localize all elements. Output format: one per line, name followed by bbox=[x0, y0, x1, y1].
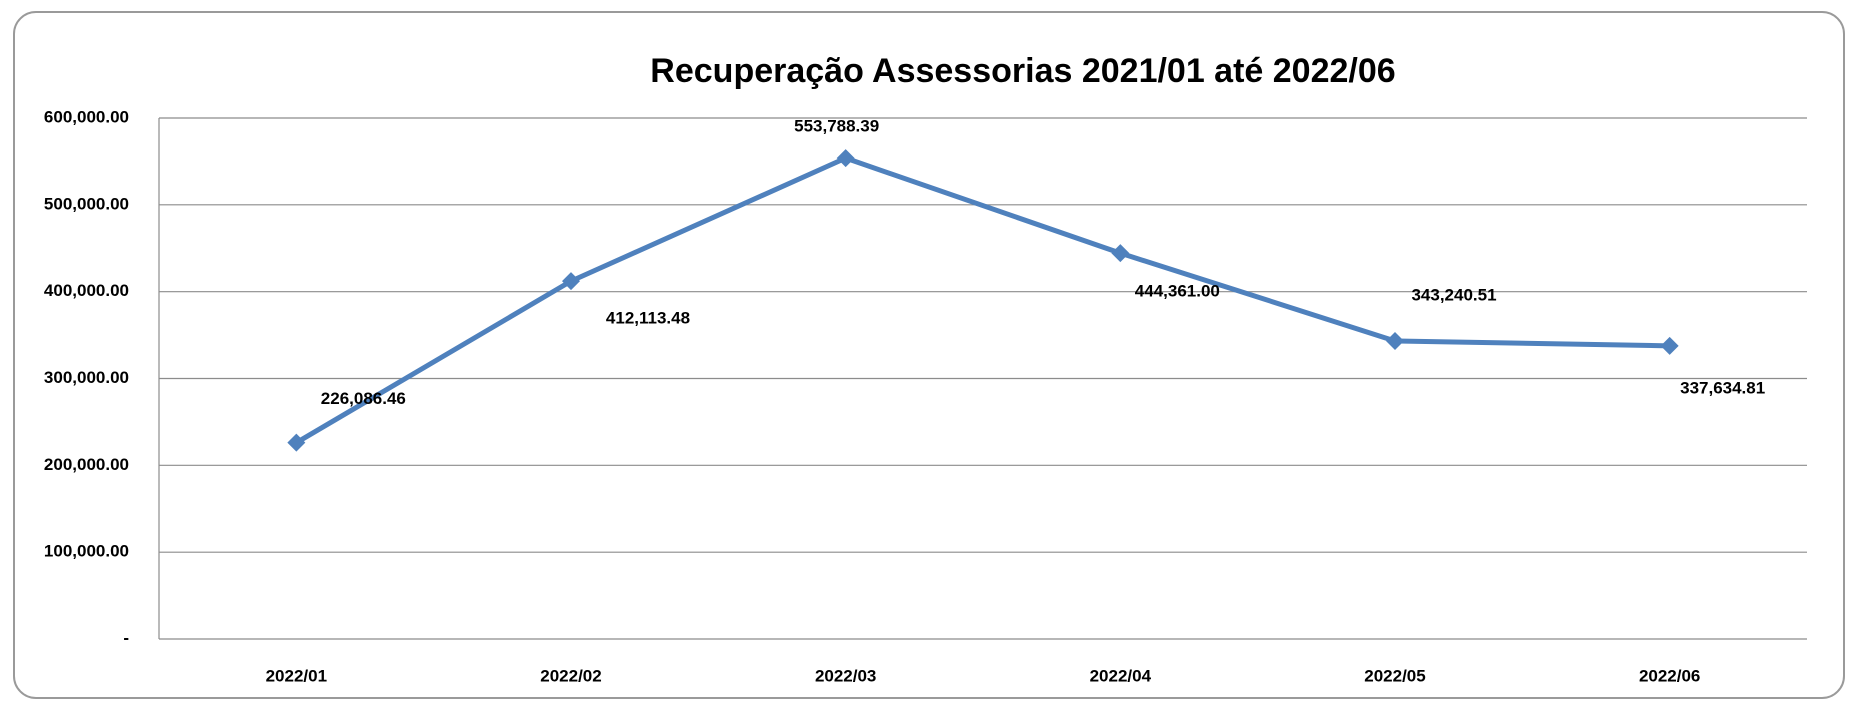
data-label: 337,634.81 bbox=[1680, 378, 1765, 397]
data-label: 412,113.48 bbox=[606, 309, 690, 328]
data-label: 444,361.00 bbox=[1135, 282, 1220, 301]
y-tick-label: 200,000.00 bbox=[44, 455, 129, 474]
data-label: 553,788.39 bbox=[794, 117, 879, 136]
y-tick-label: 300,000.00 bbox=[44, 368, 129, 387]
chart-frame bbox=[13, 11, 1845, 699]
x-tick-label: 2022/02 bbox=[540, 666, 601, 685]
y-tick-label: - bbox=[123, 628, 129, 647]
y-tick-label: 400,000.00 bbox=[44, 281, 129, 300]
marker bbox=[562, 272, 580, 291]
y-tick-label: 100,000.00 bbox=[44, 542, 129, 561]
marker bbox=[1386, 331, 1404, 350]
y-tick-label: 500,000.00 bbox=[44, 194, 129, 213]
x-tick-label: 2022/06 bbox=[1639, 666, 1700, 685]
x-tick-label: 2022/04 bbox=[1090, 666, 1152, 685]
x-tick-label: 2022/03 bbox=[815, 666, 876, 685]
marker bbox=[836, 149, 855, 168]
data-label: 343,240.51 bbox=[1411, 285, 1496, 304]
data-label: 226,086.46 bbox=[321, 389, 406, 408]
x-tick-label: 2022/05 bbox=[1364, 666, 1425, 685]
chart-title: Recuperação Assessorias 2021/01 até 2022… bbox=[650, 52, 1395, 90]
marker bbox=[1660, 336, 1679, 355]
x-tick-label: 2022/01 bbox=[266, 666, 327, 685]
line bbox=[295, 155, 1670, 445]
marker bbox=[287, 433, 306, 452]
marker bbox=[1111, 244, 1130, 263]
y-tick-label: 600,000.00 bbox=[44, 107, 129, 126]
